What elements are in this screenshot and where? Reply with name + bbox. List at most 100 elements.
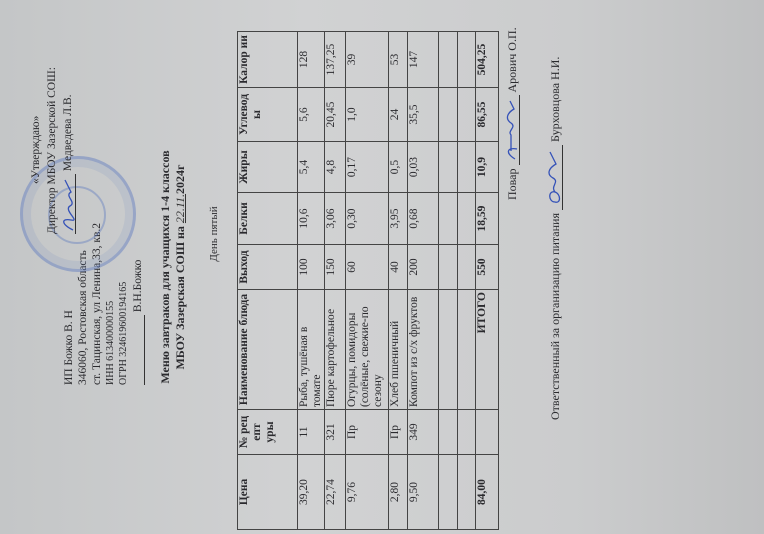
table-row: 2,80 Пр Хлеб пшеничный 40 3,95 0,5 24 53 — [388, 31, 408, 530]
total-cell: ИТОГО — [475, 289, 499, 410]
column-header: Жиры — [237, 141, 298, 193]
column-header: Цена — [237, 454, 298, 530]
title-line-1: Меню завтраков для учащихся 1-4 классов — [158, 150, 172, 384]
column-header: Выход — [237, 244, 298, 290]
table-cell — [457, 409, 476, 455]
table-cell: 3,95 — [388, 192, 408, 245]
table-cell: 200 — [407, 244, 439, 290]
table-cell: 24 — [388, 87, 408, 142]
table-cell: 1,0 — [345, 87, 389, 142]
table-cell — [457, 289, 476, 410]
table-cell: 150 — [324, 244, 346, 290]
table-cell — [438, 454, 458, 530]
table-cell — [457, 31, 476, 88]
table-cell: 128 — [297, 31, 325, 88]
total-cell: 86,55 — [475, 87, 499, 142]
table-cell: 22,74 — [324, 454, 346, 530]
table-cell — [438, 141, 458, 193]
column-header: Белки — [237, 192, 298, 245]
column-header: Наименование блюда — [237, 289, 298, 410]
table-cell: 60 — [345, 244, 389, 290]
director-name: Медведева Л.В. — [62, 94, 74, 172]
director-signature-line — [61, 174, 76, 234]
column-header: Калор ии — [237, 31, 298, 88]
table-row: 9,50 349 Компот из с/х фруктов 200 0,68 0,03 3… — [407, 31, 439, 530]
total-cell: 18,59 — [475, 192, 499, 245]
table-cell — [457, 87, 476, 142]
table-cell: 3,06 — [324, 192, 346, 245]
total-cell: 10,9 — [475, 141, 499, 193]
table-cell: 0,30 — [345, 192, 389, 245]
total-cell — [475, 409, 499, 455]
menu-date: 22.11. — [173, 193, 187, 224]
table-cell — [438, 31, 458, 88]
total-cell: 550 — [475, 244, 499, 290]
signature-line — [130, 315, 145, 385]
table-cell — [438, 244, 458, 290]
table-cell: Пр — [388, 409, 408, 455]
responsible-name: Бурховцова Н.И. — [548, 56, 562, 142]
table-cell: 9,76 — [345, 454, 389, 530]
approval-position: Директор МБОУ Зазерской СОШ: — [46, 67, 58, 234]
responsible-signature-line — [548, 145, 563, 210]
table-cell — [457, 141, 476, 193]
table-row — [438, 31, 458, 530]
cook-signoff: Повар Арович О.П. — [505, 27, 520, 200]
table-cell: 0,17 — [345, 141, 389, 193]
table-cell — [438, 87, 458, 142]
table-header-row: Цена № рец епт уры Наименование блюда Выход… — [237, 31, 298, 530]
table-cell: Рыба, тушёная в томате — [297, 289, 325, 410]
table-cell: 0,03 — [407, 141, 439, 193]
table-cell: 39,20 — [297, 454, 325, 530]
table-cell: 349 — [407, 409, 439, 455]
table-cell: 4,8 — [324, 141, 346, 193]
table-cell: 147 — [407, 31, 439, 88]
table-cell: 53 — [388, 31, 408, 88]
total-cell: 504,25 — [475, 31, 499, 88]
table-cell: 20,45 — [324, 87, 346, 142]
table-cell: 35,5 — [407, 87, 439, 142]
page-title: Меню завтраков для учащихся 1-4 классов … — [158, 0, 188, 534]
column-header: № рец епт уры — [237, 409, 298, 455]
table-cell: Огурцы, помидоры (солёные, свежие-по сез… — [345, 289, 389, 410]
table-cell — [457, 454, 476, 530]
issuer-signature-name: В.Н.Божко — [132, 259, 144, 313]
table-cell: 5,4 — [297, 141, 325, 193]
table-cell: 100 — [297, 244, 325, 290]
cook-signature-line — [505, 95, 520, 166]
table-cell: Пюре картофельное — [324, 289, 346, 410]
table-cell: 0,5 — [388, 141, 408, 193]
title-line-2: МБОУ Зазерская СОШ на — [173, 226, 187, 370]
menu-table: Цена № рец епт уры Наименование блюда Выход… — [237, 31, 499, 530]
table-cell: 9,50 — [407, 454, 439, 530]
day-label: День пятый — [208, 206, 220, 262]
table-row: 9,76 Пр Огурцы, помидоры (солёные, свежие-… — [345, 31, 389, 530]
table-cell: Хлеб пшеничный — [388, 289, 408, 410]
table-row: 39,20 11 Рыба, тушёная в томате 100 10,6 5,4 5… — [297, 31, 325, 530]
table-row: 22,74 321 Пюре картофельное 150 3,06 4,8 20,45… — [324, 31, 346, 530]
table-cell: 39 — [345, 31, 389, 88]
responsible-signature — [548, 151, 561, 203]
table-cell: Пр — [345, 409, 389, 455]
table-cell: 5,6 — [297, 87, 325, 142]
table-cell: 321 — [324, 409, 346, 455]
table-cell: 11 — [297, 409, 325, 455]
responsible-signoff: Ответственный за организацию питания Бур… — [548, 57, 563, 420]
column-header: Углевод ы — [237, 87, 298, 142]
table-cell — [457, 244, 476, 290]
table-cell: 2,80 — [388, 454, 408, 530]
responsible-label: Ответственный за организацию питания — [548, 213, 562, 420]
table-cell: Компот из с/х фруктов — [407, 289, 439, 410]
table-cell: 40 — [388, 244, 408, 290]
cook-label: Повар — [505, 168, 519, 201]
approval-label: «Утверждаю» — [30, 115, 42, 184]
table-cell: 0,68 — [407, 192, 439, 245]
table-row — [457, 31, 476, 530]
cook-name: Арович О.П. — [505, 27, 519, 93]
table-cell: 137,25 — [324, 31, 346, 88]
menu-year: 2024г — [173, 164, 187, 194]
total-row: 84,00 ИТОГО 550 18,59 10,9 86,55 504,25 — [475, 31, 499, 530]
table-cell — [438, 289, 458, 410]
table-cell: 10,6 — [297, 192, 325, 245]
